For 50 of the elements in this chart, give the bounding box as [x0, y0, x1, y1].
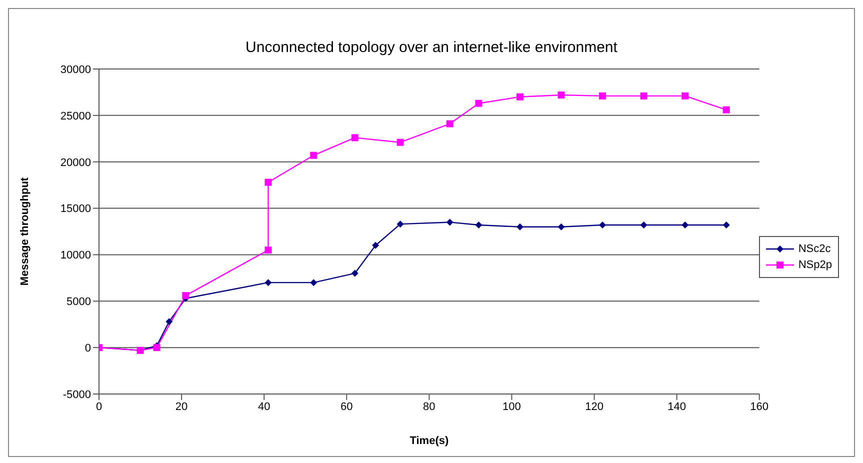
legend-label: NSp2p — [798, 258, 832, 270]
legend-label: NSc2c — [798, 242, 831, 254]
x-axis-title: Time(s) — [410, 435, 449, 447]
point — [475, 222, 482, 228]
y-tick-label: 25000 — [60, 110, 91, 122]
x-tick-label: 40 — [258, 400, 270, 413]
x-tick-label: 160 — [750, 400, 769, 413]
point — [351, 134, 358, 142]
point — [599, 222, 606, 228]
y-tick-label: 30000 — [60, 64, 91, 76]
point — [682, 92, 689, 100]
point — [182, 292, 190, 300]
point — [396, 220, 404, 228]
y-tick-label: 0 — [84, 342, 91, 354]
point — [310, 152, 318, 159]
point — [682, 222, 689, 228]
point — [722, 106, 730, 114]
point — [516, 223, 524, 230]
point — [264, 279, 272, 286]
y-tick-label: 5000 — [66, 296, 91, 308]
point — [446, 218, 454, 226]
chart-title: Unconnected topology over an internet-like environment — [244, 39, 618, 58]
x-tick-label: 100 — [502, 400, 521, 413]
point — [558, 92, 565, 98]
point — [264, 178, 272, 186]
x-tick-label: 140 — [668, 400, 686, 413]
point — [264, 246, 272, 254]
point — [166, 318, 173, 326]
point — [372, 242, 380, 249]
point — [640, 92, 648, 100]
point — [475, 100, 482, 107]
point — [446, 120, 454, 128]
x-tick-label: 20 — [175, 400, 188, 413]
point — [351, 270, 358, 277]
x-tick-label: 0 — [96, 400, 102, 413]
y-axis-title: Message throughput — [18, 177, 31, 286]
y-tick-label: -5000 — [62, 388, 91, 401]
point — [396, 138, 404, 146]
x-tick-label: 120 — [585, 400, 604, 413]
point — [558, 223, 565, 230]
y-tick-label: 15000 — [60, 203, 91, 216]
point — [516, 93, 524, 100]
y-tick-label: 20000 — [60, 156, 91, 169]
point — [599, 92, 606, 100]
point — [640, 222, 648, 228]
point — [722, 222, 730, 228]
x-tick-label: 80 — [423, 400, 436, 413]
y-tick-label: 10000 — [60, 250, 91, 262]
point — [310, 279, 318, 286]
x-tick-label: 60 — [340, 400, 353, 413]
